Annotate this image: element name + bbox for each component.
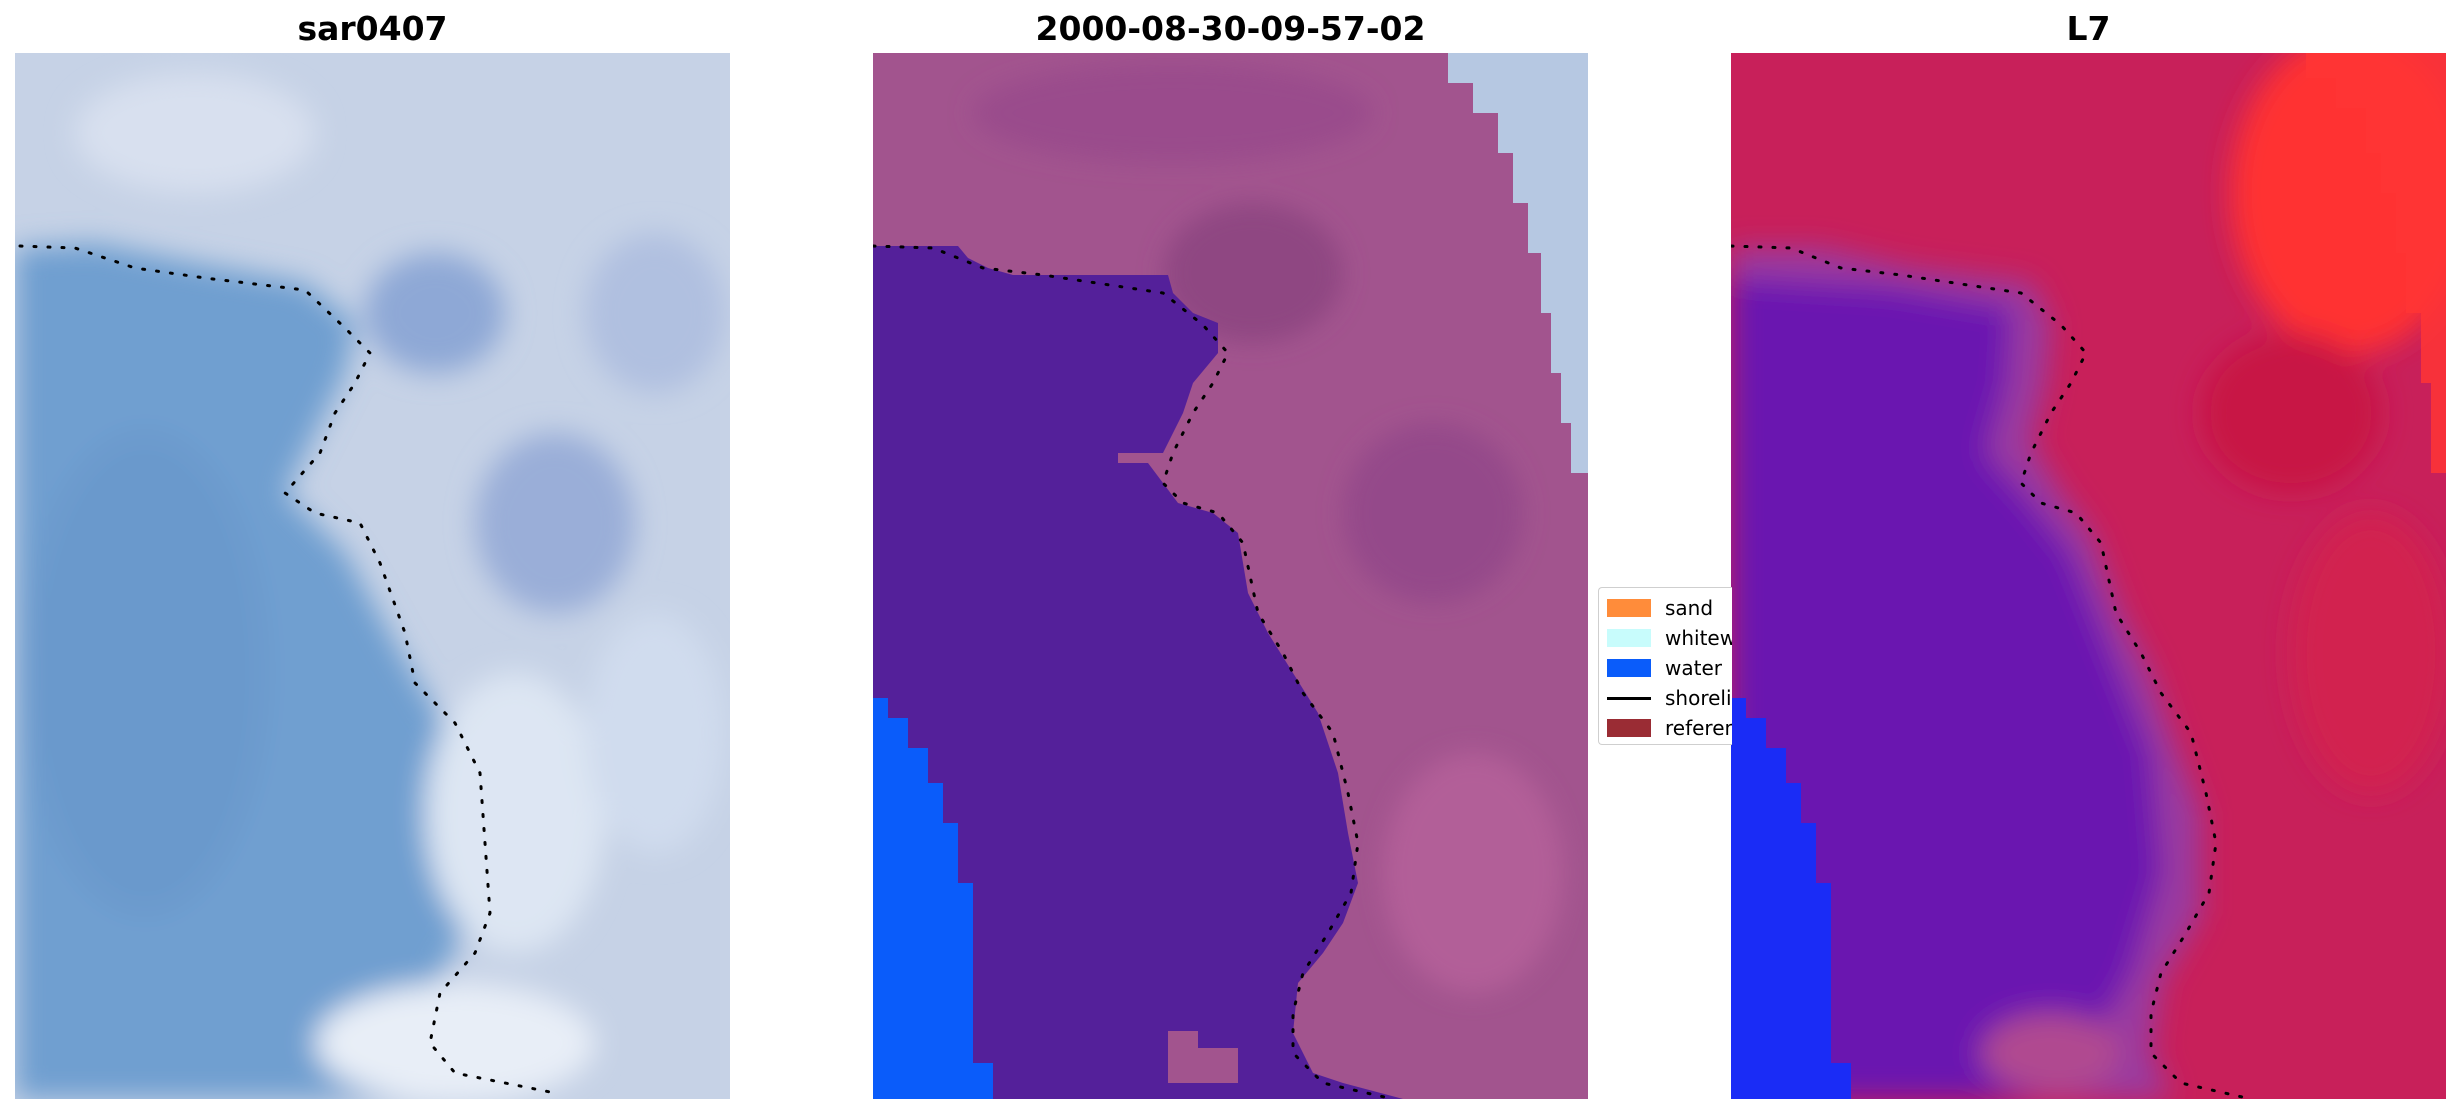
legend-label: sand bbox=[1665, 596, 1714, 620]
legend-swatch-reference bbox=[1607, 719, 1651, 737]
panel-title-classification: 2000-08-30-09-57-02 bbox=[1035, 9, 1426, 48]
water-class bbox=[873, 246, 1403, 1099]
legend-swatch-whitewater bbox=[1607, 629, 1651, 647]
rgb-image-panel bbox=[15, 53, 730, 1099]
classification-panel bbox=[873, 53, 1588, 1099]
rgb-terrain bbox=[15, 73, 725, 1099]
legend-item-sand: sand bbox=[1607, 596, 1732, 620]
legend-item-reference: reference bbox=[1607, 716, 1732, 740]
index-gradient bbox=[1731, 53, 2446, 1099]
land-texture bbox=[973, 63, 1563, 993]
legend-item-water: water bbox=[1607, 656, 1732, 680]
land-patch bbox=[1168, 1031, 1238, 1083]
index-map-panel bbox=[1731, 53, 2446, 1099]
legend-label: shoreline bbox=[1665, 686, 1732, 710]
legend-item-shoreline: shoreline bbox=[1607, 686, 1732, 710]
legend-swatch-water bbox=[1607, 659, 1651, 677]
rgb-image bbox=[15, 53, 730, 1099]
index-ocean bbox=[1731, 698, 1851, 1099]
panel-title-rgb: sar0407 bbox=[297, 9, 448, 48]
ocean-class bbox=[873, 698, 993, 1099]
index-map-image bbox=[1731, 53, 2446, 1099]
panel-title-index: L7 bbox=[2066, 9, 2111, 48]
classification-image bbox=[873, 53, 1588, 1099]
legend-label: reference bbox=[1665, 716, 1732, 740]
legend-label: water bbox=[1665, 656, 1722, 680]
legend-swatch-sand bbox=[1607, 599, 1651, 617]
index-bright-region bbox=[2306, 53, 2446, 473]
legend-line-shoreline bbox=[1607, 696, 1651, 700]
bright-region bbox=[1448, 53, 1588, 473]
